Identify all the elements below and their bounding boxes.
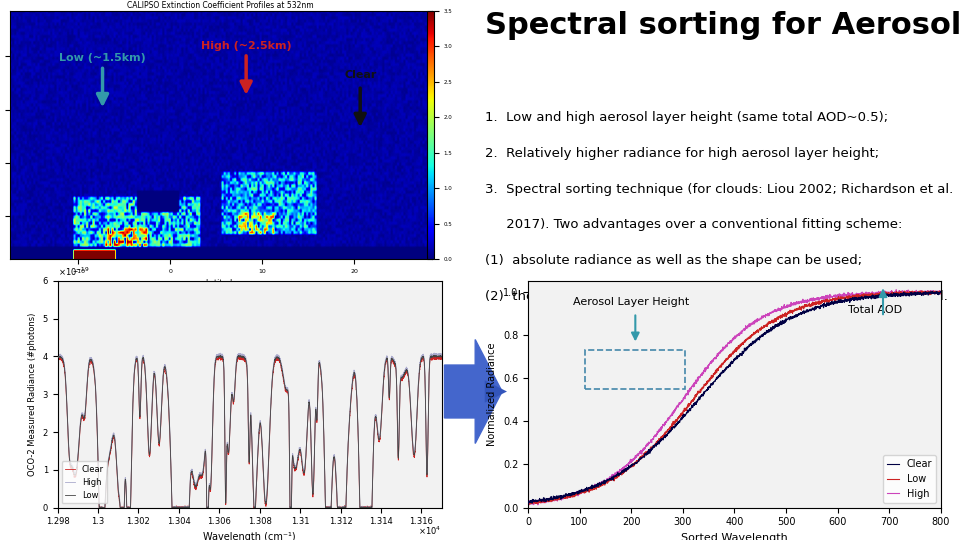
Text: Total AOD: Total AOD — [848, 305, 901, 315]
High — [436, 352, 447, 359]
Low — [93, 504, 105, 511]
Low — [52, 354, 63, 361]
Clear — [200, 449, 211, 456]
Y-axis label: Normalized Radiance: Normalized Radiance — [488, 342, 497, 446]
High — [924, 289, 935, 296]
High — [428, 352, 440, 359]
Clear — [712, 374, 724, 381]
High — [723, 340, 734, 347]
Clear — [118, 501, 130, 508]
Text: High (~2.5km): High (~2.5km) — [201, 40, 292, 51]
Clear — [522, 498, 534, 504]
High — [216, 352, 228, 359]
Y-axis label: OCO-2 Measured Radiance (#photons): OCO-2 Measured Radiance (#photons) — [28, 313, 36, 476]
Line: Clear: Clear — [528, 291, 941, 503]
Low — [216, 356, 228, 362]
Clear — [216, 354, 228, 360]
Clear — [428, 352, 440, 359]
Text: $\times10^{-19}$: $\times10^{-19}$ — [58, 266, 89, 278]
Text: 3.  Spectral sorting technique (for clouds: Liou 2002; Richardson et al.: 3. Spectral sorting technique (for cloud… — [485, 183, 953, 195]
Line: Low: Low — [528, 291, 941, 505]
Low — [916, 287, 927, 294]
High — [428, 350, 440, 356]
Low — [848, 294, 859, 300]
Clear — [543, 495, 555, 502]
Low — [935, 289, 947, 296]
Clear — [52, 353, 63, 359]
High — [387, 354, 398, 361]
Text: Clear: Clear — [344, 70, 376, 80]
Line: Clear: Clear — [58, 355, 442, 508]
Clear — [93, 504, 105, 511]
High — [96, 504, 108, 511]
High — [522, 500, 534, 506]
Text: Aerosol Layer Height: Aerosol Layer Height — [573, 296, 689, 307]
Title: CALIPSO Extinction Coefficient Profiles at 532nm: CALIPSO Extinction Coefficient Profiles … — [128, 1, 314, 10]
High — [935, 289, 947, 296]
Low — [387, 358, 398, 365]
Legend: Clear, High, Low: Clear, High, Low — [61, 462, 108, 503]
Text: 2.  Relatively higher radiance for high aerosol layer height;: 2. Relatively higher radiance for high a… — [485, 147, 878, 160]
Low — [118, 503, 130, 510]
Clear — [96, 504, 108, 511]
Low — [924, 288, 935, 295]
Text: 1.  Low and high aerosol layer height (same total AOD~0.5);: 1. Low and high aerosol layer height (sa… — [485, 111, 888, 124]
Low — [428, 356, 440, 363]
Legend: Clear, Low, High: Clear, Low, High — [883, 455, 936, 503]
X-axis label: Wavelength (cm⁻¹): Wavelength (cm⁻¹) — [204, 532, 296, 540]
Clear — [924, 289, 935, 295]
Line: High: High — [528, 289, 941, 505]
Low — [924, 290, 935, 296]
FancyArrow shape — [444, 340, 502, 443]
Clear — [848, 296, 859, 302]
Low — [436, 356, 447, 363]
Low — [428, 353, 440, 360]
High — [924, 289, 935, 296]
Clear — [935, 288, 947, 295]
Clear — [436, 354, 447, 360]
High — [712, 352, 724, 358]
Low — [723, 354, 734, 360]
Text: Low (~1.5km): Low (~1.5km) — [60, 53, 146, 63]
Low — [96, 504, 108, 511]
Text: (1)  absolute radiance as well as the shape can be used;: (1) absolute radiance as well as the sha… — [485, 254, 862, 267]
Clear — [522, 500, 534, 507]
Bar — [585, 350, 685, 389]
Low — [200, 451, 211, 457]
Clear — [387, 356, 398, 363]
Clear — [428, 354, 440, 360]
Line: High: High — [58, 353, 442, 508]
High — [891, 286, 902, 293]
Clear — [924, 289, 935, 296]
High — [848, 292, 859, 298]
High — [52, 350, 63, 357]
X-axis label: Sorted Wavelength: Sorted Wavelength — [681, 533, 788, 540]
Clear — [926, 288, 938, 294]
High — [93, 504, 105, 511]
Low — [712, 366, 724, 373]
Low — [523, 502, 535, 509]
Text: Spectral sorting for Aerosol Layer Height: Spectral sorting for Aerosol Layer Heigh… — [485, 11, 960, 40]
Text: (2)  the spectral regions with the largest sensitivity can be identified.: (2) the spectral regions with the larges… — [485, 290, 948, 303]
Text: 2017). Two advantages over a conventional fitting scheme:: 2017). Two advantages over a conventiona… — [485, 218, 902, 232]
High — [543, 497, 555, 504]
X-axis label: Latitude: Latitude — [204, 280, 237, 288]
High — [200, 447, 211, 454]
Line: Low: Low — [58, 356, 442, 508]
Clear — [723, 362, 734, 368]
Low — [522, 498, 534, 505]
High — [118, 500, 130, 506]
Text: $\times10^{4}$: $\times10^{4}$ — [419, 524, 442, 537]
Low — [543, 497, 555, 504]
High — [532, 502, 543, 508]
